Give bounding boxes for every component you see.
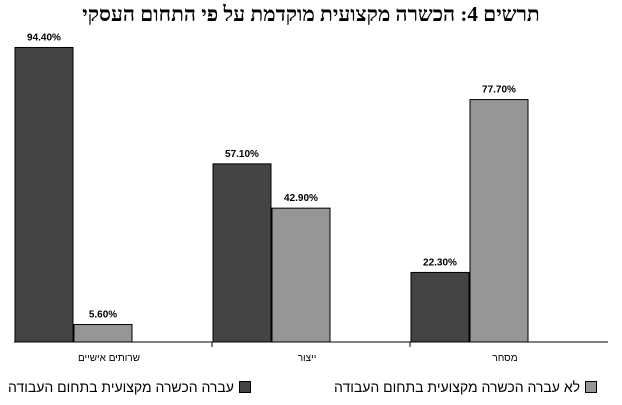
legend-label-series-2: לא עברה הכשרה מקצועית בתחום העבודה [334,379,581,395]
legend-item-series-2: לא עברה הכשרה מקצועית בתחום העבודה [334,379,598,395]
legend-item-series-1: עברה הכשרה מקצועית בתחום העבודה [8,379,251,395]
x-axis: שרותים אישיים ייצור מסחר [14,341,608,364]
legend-label-series-1: עברה הכשרה מקצועית בתחום העבודה [8,379,234,395]
category-label-0: שרותים אישיים [78,353,140,364]
bar-series2-2 [469,99,529,343]
chart-title: תרשים 4: הכשרה מקצועית מוקדמת על פי התחו… [82,2,540,26]
data-label-series2-0: 5.60% [89,310,117,321]
legend-swatch-series-1 [238,381,251,393]
bar-series1-2 [410,271,470,343]
data-label-group: 94.40% 5.60% 57.10% 42.90% 22.30% 77.70% [27,32,516,320]
data-label-series1-2: 22.30% [423,257,457,268]
data-label-series2-1: 42.90% [284,193,318,204]
data-label-series2-2: 77.70% [482,85,516,96]
category-label-2: מסחר [492,353,517,364]
category-label-1: ייצור [298,353,317,364]
bar-series2-0 [73,324,133,343]
bar-series2-1 [271,207,331,343]
data-label-series1-0: 94.40% [27,32,61,43]
bar-series1-1 [212,163,272,343]
bar-group [14,46,529,343]
legend-swatch-series-2 [585,381,598,393]
bar-series1-0 [14,46,74,343]
data-label-series1-1: 57.10% [225,149,259,160]
